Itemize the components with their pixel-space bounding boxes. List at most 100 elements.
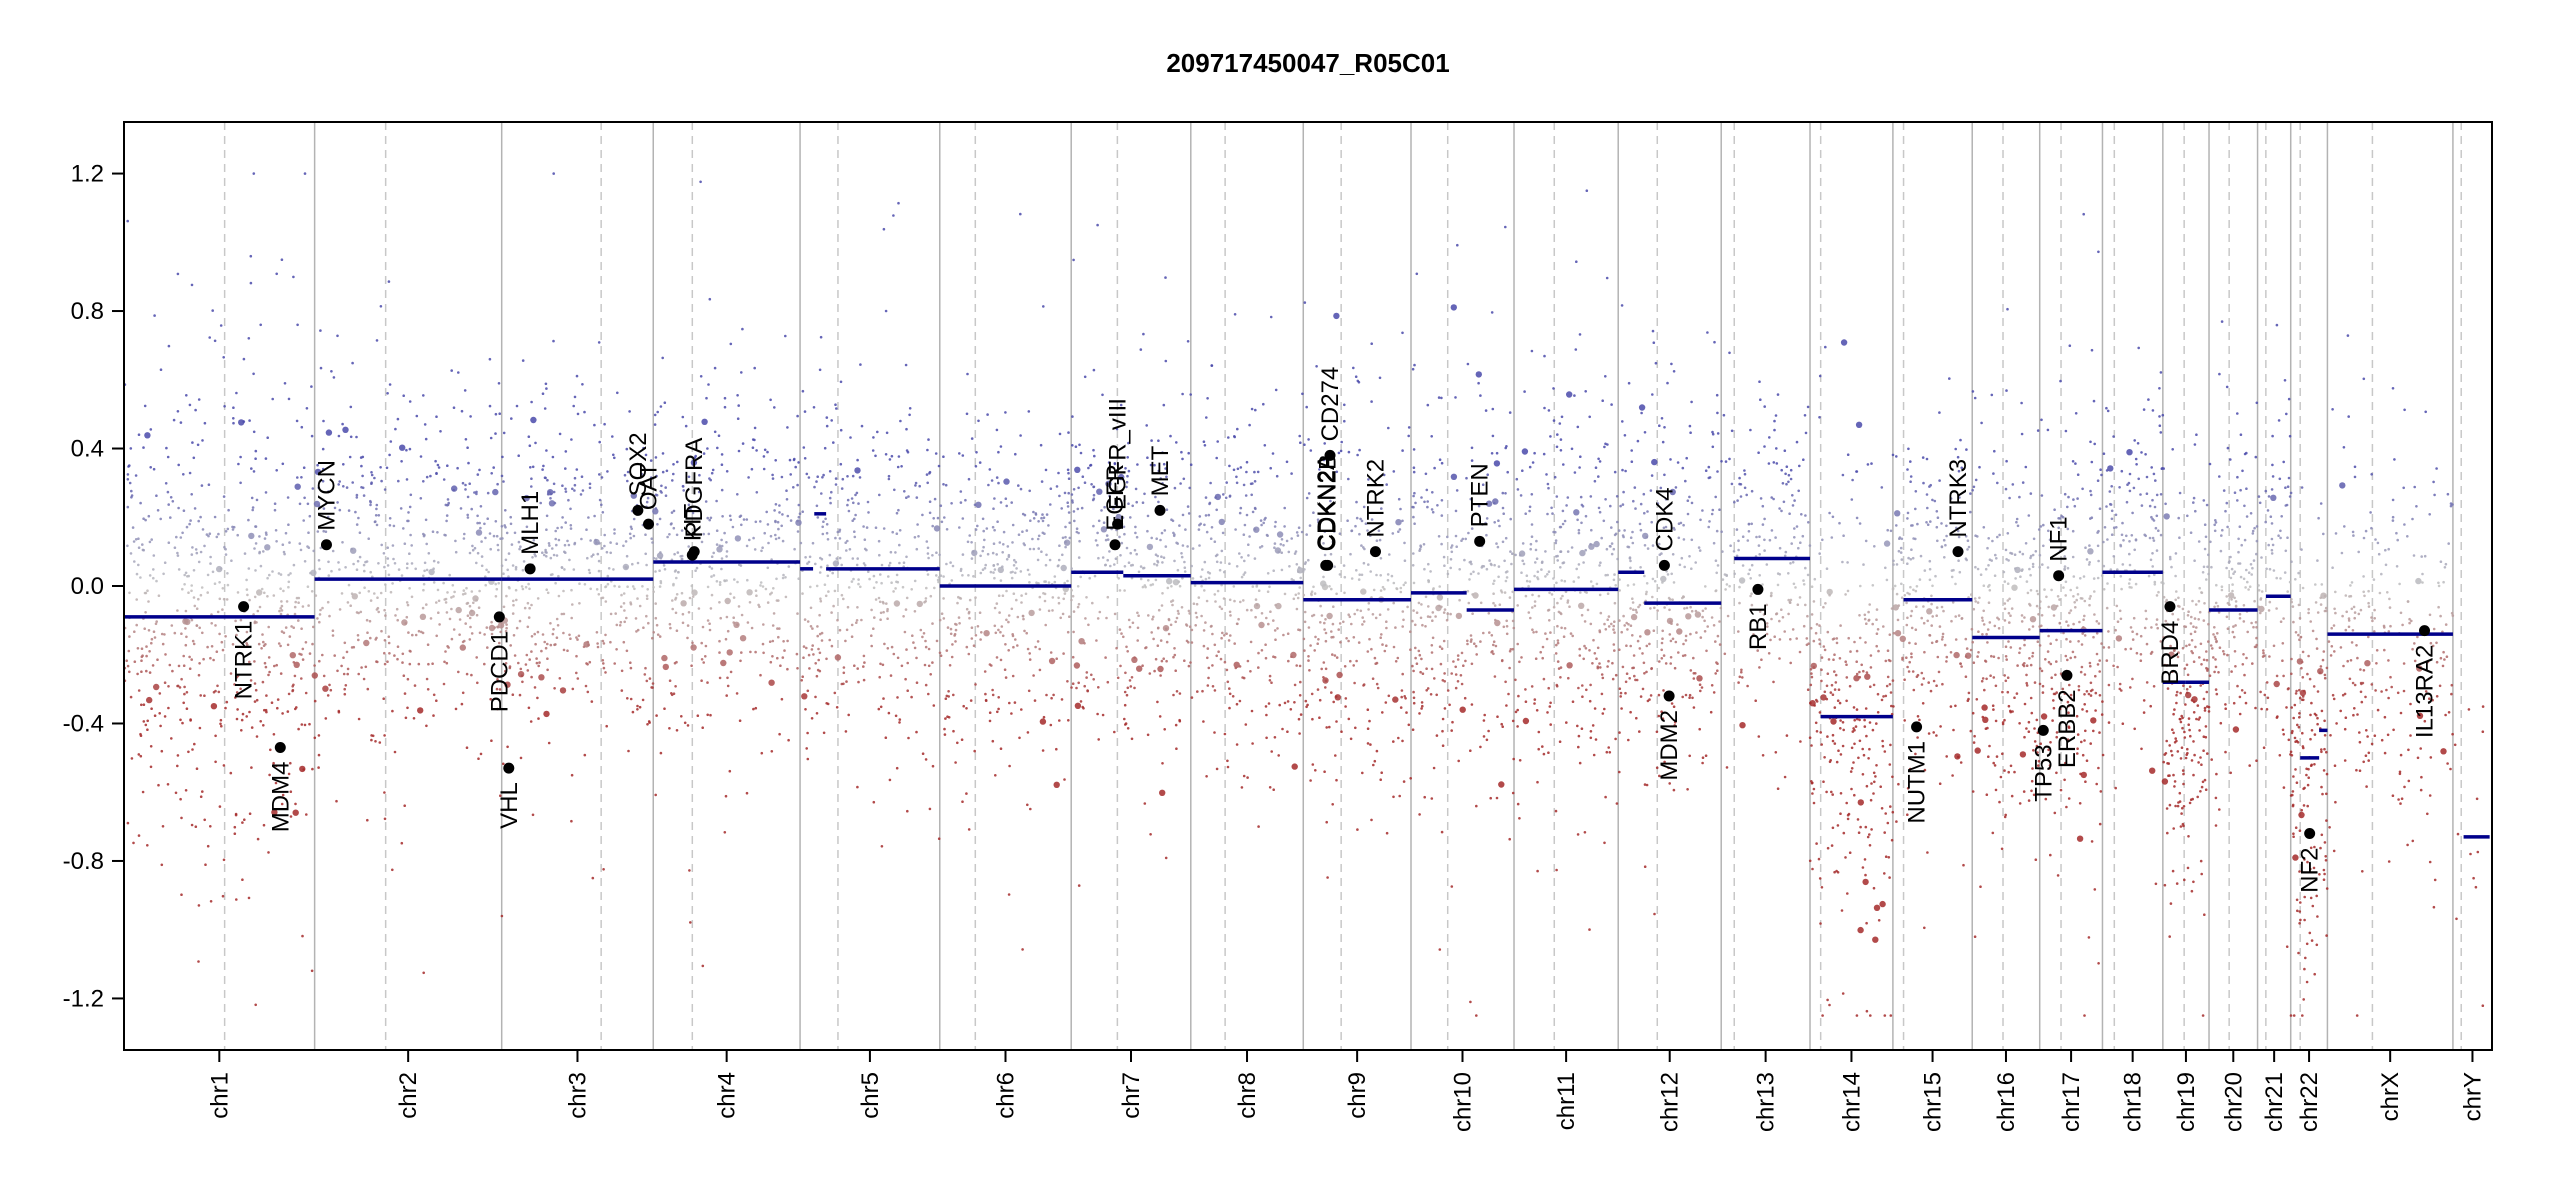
probe-point <box>1002 543 1005 546</box>
probe-point <box>1511 590 1514 594</box>
probe-point <box>1411 728 1415 731</box>
probe-point <box>566 539 569 543</box>
probe-point <box>1732 550 1736 553</box>
probe-point <box>1141 585 1145 589</box>
probe-point <box>1228 464 1231 468</box>
probe-point <box>1411 564 1415 567</box>
probe-point <box>648 677 652 680</box>
probe-point <box>264 665 268 669</box>
probe-point <box>575 468 579 471</box>
probe-point <box>396 417 400 421</box>
probe-point <box>1381 643 1384 646</box>
probe-point <box>1704 607 1707 610</box>
probe-point <box>936 578 940 582</box>
probe-point <box>1079 451 1083 455</box>
probe-point <box>370 471 373 474</box>
probe-point <box>1632 499 1635 503</box>
probe-point <box>530 603 533 607</box>
probe-point <box>1594 738 1598 741</box>
probe-point <box>645 597 649 600</box>
probe-point <box>245 630 249 634</box>
probe-point <box>459 507 463 510</box>
probe-point <box>1401 449 1404 452</box>
probe-point <box>1412 494 1415 498</box>
probe-point <box>1437 396 1441 399</box>
probe-point <box>1041 519 1045 523</box>
probe-point <box>373 476 376 480</box>
probe-point <box>1053 575 1057 578</box>
probe-point <box>1180 450 1183 454</box>
probe-point <box>544 548 547 552</box>
probe-point <box>459 644 466 651</box>
probe-point <box>630 527 633 531</box>
probe-point <box>197 560 201 564</box>
probe-point <box>184 627 187 630</box>
probe-point <box>1872 683 1876 687</box>
probe-point <box>1711 430 1714 434</box>
probe-point <box>139 576 142 579</box>
probe-point <box>1063 581 1066 585</box>
probe-point <box>395 607 399 611</box>
probe-point <box>300 653 303 656</box>
probe-point <box>1151 617 1154 621</box>
probe-point <box>1273 629 1277 632</box>
probe-point <box>1738 585 1741 589</box>
probe-point <box>1232 468 1236 472</box>
probe-point <box>464 483 467 487</box>
probe-point <box>1106 595 1110 599</box>
probe-point <box>408 662 412 666</box>
probe-point <box>604 671 607 674</box>
probe-point <box>1847 636 1850 640</box>
probe-point <box>461 593 465 596</box>
probe-point <box>606 574 610 578</box>
probe-point <box>1412 669 1415 673</box>
probe-point <box>874 598 878 601</box>
probe-point <box>414 567 418 571</box>
probe-point <box>1464 537 1467 541</box>
probe-point <box>332 376 336 379</box>
probe-point <box>931 554 934 557</box>
probe-point <box>927 647 931 651</box>
probe-point <box>1036 558 1040 562</box>
probe-point <box>1541 745 1544 748</box>
probe-point <box>1462 664 1465 667</box>
probe-point <box>676 571 680 574</box>
probe-point <box>852 577 855 581</box>
probe-point <box>1607 615 1611 618</box>
probe-point <box>872 574 876 578</box>
probe-point <box>1662 526 1666 530</box>
probe-point <box>782 640 785 643</box>
probe-point <box>1438 948 1442 951</box>
probe-point <box>1126 456 1129 459</box>
probe-point <box>906 809 909 813</box>
probe-point <box>1781 482 1785 485</box>
probe-point <box>519 667 523 671</box>
probe-point <box>1758 610 1762 613</box>
probe-point <box>1320 614 1324 617</box>
probe-point <box>266 436 270 440</box>
probe-point <box>513 531 517 535</box>
probe-point <box>1755 535 1758 539</box>
probe-point <box>988 719 992 723</box>
probe-point <box>583 583 587 586</box>
probe-point <box>1492 582 1495 585</box>
probe-point <box>214 734 217 738</box>
probe-point <box>964 498 967 502</box>
probe-point <box>363 639 370 647</box>
probe-point <box>647 621 650 625</box>
probe-point <box>652 585 655 589</box>
probe-point <box>845 680 848 683</box>
probe-point <box>1515 477 1519 481</box>
probe-point <box>713 430 717 434</box>
probe-point <box>1175 616 1179 620</box>
probe-point <box>1509 550 1512 553</box>
probe-point <box>152 630 156 633</box>
probe-point <box>1470 703 1474 706</box>
probe-point <box>1831 693 1835 696</box>
probe-point <box>890 581 893 584</box>
probe-point <box>1707 525 1710 529</box>
probe-point <box>357 638 360 642</box>
probe-point <box>280 802 284 806</box>
probe-point <box>552 490 556 494</box>
probe-point <box>1441 744 1445 747</box>
